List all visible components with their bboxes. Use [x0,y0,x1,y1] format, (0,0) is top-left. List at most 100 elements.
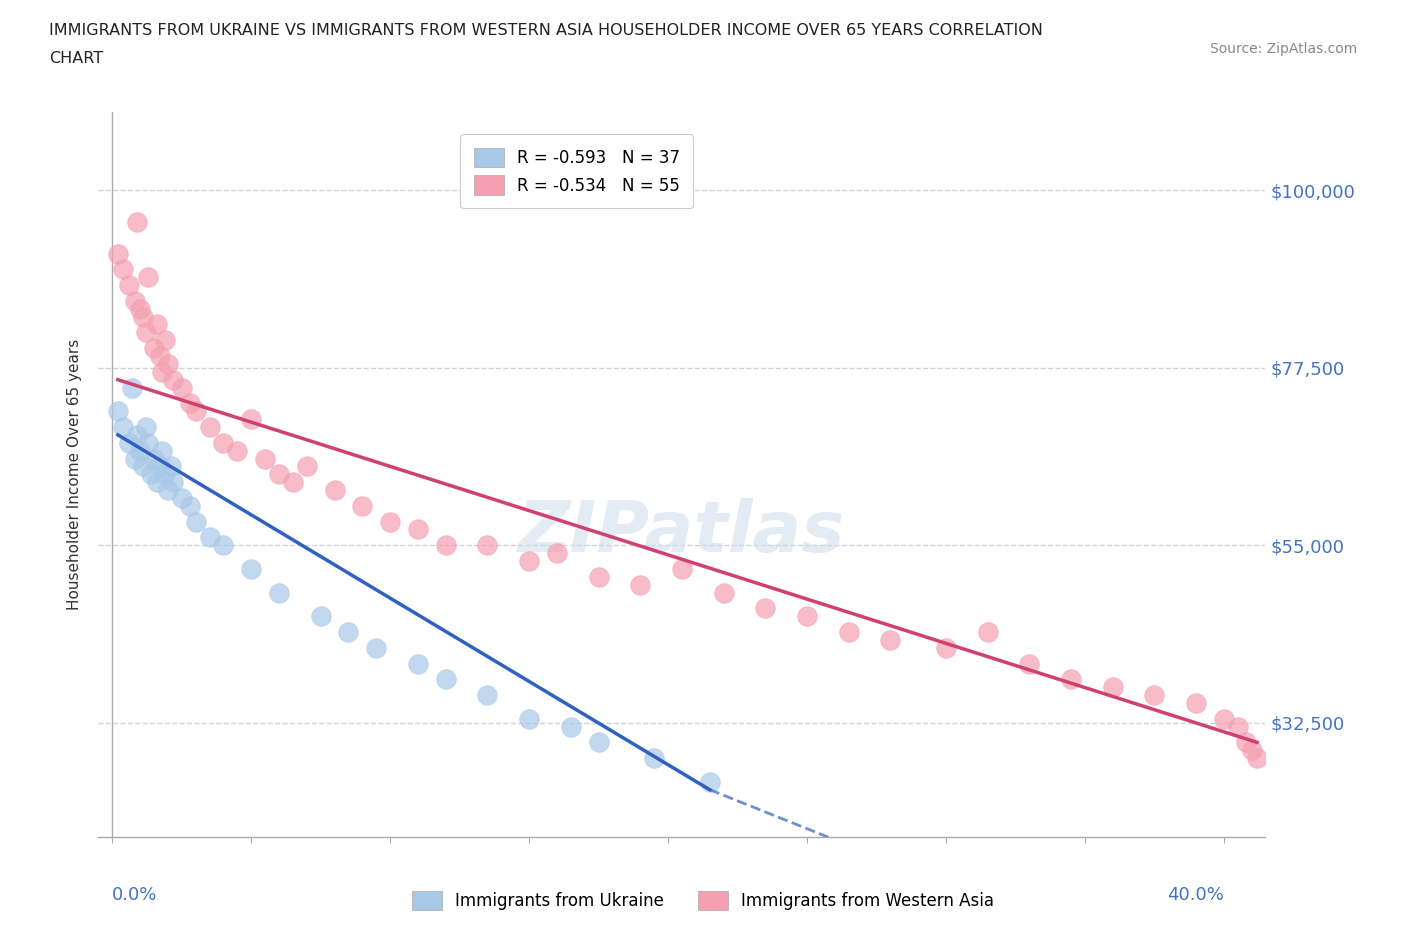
Text: CHART: CHART [49,51,103,66]
Point [406,656,429,671]
Text: 40.0%: 40.0% [1167,886,1223,904]
Point [118,435,141,450]
Point [141,467,163,482]
Point [754,601,776,616]
Point [170,380,193,395]
Point [127,215,149,230]
Point [588,569,610,584]
Legend: R = -0.593   N = 37, R = -0.534   N = 55: R = -0.593 N = 37, R = -0.534 N = 55 [460,135,693,208]
Point [281,474,304,489]
Point [323,483,346,498]
Point [517,711,540,726]
Point [352,498,374,513]
Point [1185,696,1208,711]
Text: 0.0%: 0.0% [112,886,157,904]
Point [643,751,665,765]
Y-axis label: Householder Income Over 65 years: Householder Income Over 65 years [67,339,83,610]
Point [1226,719,1249,734]
Point [143,451,166,466]
Point [935,641,957,656]
Point [366,641,388,656]
Point [107,404,129,418]
Text: ZIPatlas: ZIPatlas [519,498,845,566]
Point [138,435,160,450]
Point [150,365,173,379]
Point [184,404,207,418]
Point [337,625,360,640]
Point [124,451,146,466]
Legend: Immigrants from Ukraine, Immigrants from Western Asia: Immigrants from Ukraine, Immigrants from… [405,884,1001,917]
Point [1240,743,1263,758]
Point [1212,711,1234,726]
Point [796,609,818,624]
Point [309,609,332,624]
Point [156,356,179,371]
Point [124,293,146,308]
Point [671,562,693,577]
Point [380,514,402,529]
Point [434,671,457,686]
Point [146,474,169,489]
Point [434,538,457,552]
Point [295,459,318,474]
Point [838,625,860,640]
Point [184,514,207,529]
Point [713,585,735,600]
Text: IMMIGRANTS FROM UKRAINE VS IMMIGRANTS FROM WESTERN ASIA HOUSEHOLDER INCOME OVER : IMMIGRANTS FROM UKRAINE VS IMMIGRANTS FR… [49,23,1043,38]
Point [153,333,176,348]
Point [129,444,152,458]
Point [267,467,290,482]
Point [179,498,201,513]
Point [212,435,235,450]
Point [254,451,277,466]
Point [159,459,181,474]
Point [1060,671,1083,686]
Point [560,719,582,734]
Point [138,270,160,285]
Point [148,459,170,474]
Point [198,530,221,545]
Point [477,687,499,702]
Point [162,474,184,489]
Point [976,625,998,640]
Point [129,301,152,316]
Point [148,349,170,364]
Point [179,396,201,411]
Point [146,317,169,332]
Point [170,490,193,505]
Point [118,278,141,293]
Point [135,419,157,434]
Point [879,632,901,647]
Point [162,372,184,387]
Point [588,735,610,750]
Point [127,428,149,443]
Point [121,380,143,395]
Point [198,419,221,434]
Point [153,467,176,482]
Point [406,522,429,537]
Point [156,483,179,498]
Point [226,444,249,458]
Point [1246,751,1268,765]
Point [517,553,540,568]
Point [135,325,157,339]
Point [132,309,155,324]
Point [143,340,166,355]
Text: Source: ZipAtlas.com: Source: ZipAtlas.com [1209,42,1357,56]
Point [546,546,568,561]
Point [112,419,135,434]
Point [132,459,155,474]
Point [1234,735,1257,750]
Point [212,538,235,552]
Point [112,262,135,277]
Point [1101,680,1123,695]
Point [1018,656,1040,671]
Point [107,246,129,261]
Point [1143,687,1166,702]
Point [150,444,173,458]
Point [240,562,263,577]
Point [477,538,499,552]
Point [267,585,290,600]
Point [628,578,651,592]
Point [240,412,263,427]
